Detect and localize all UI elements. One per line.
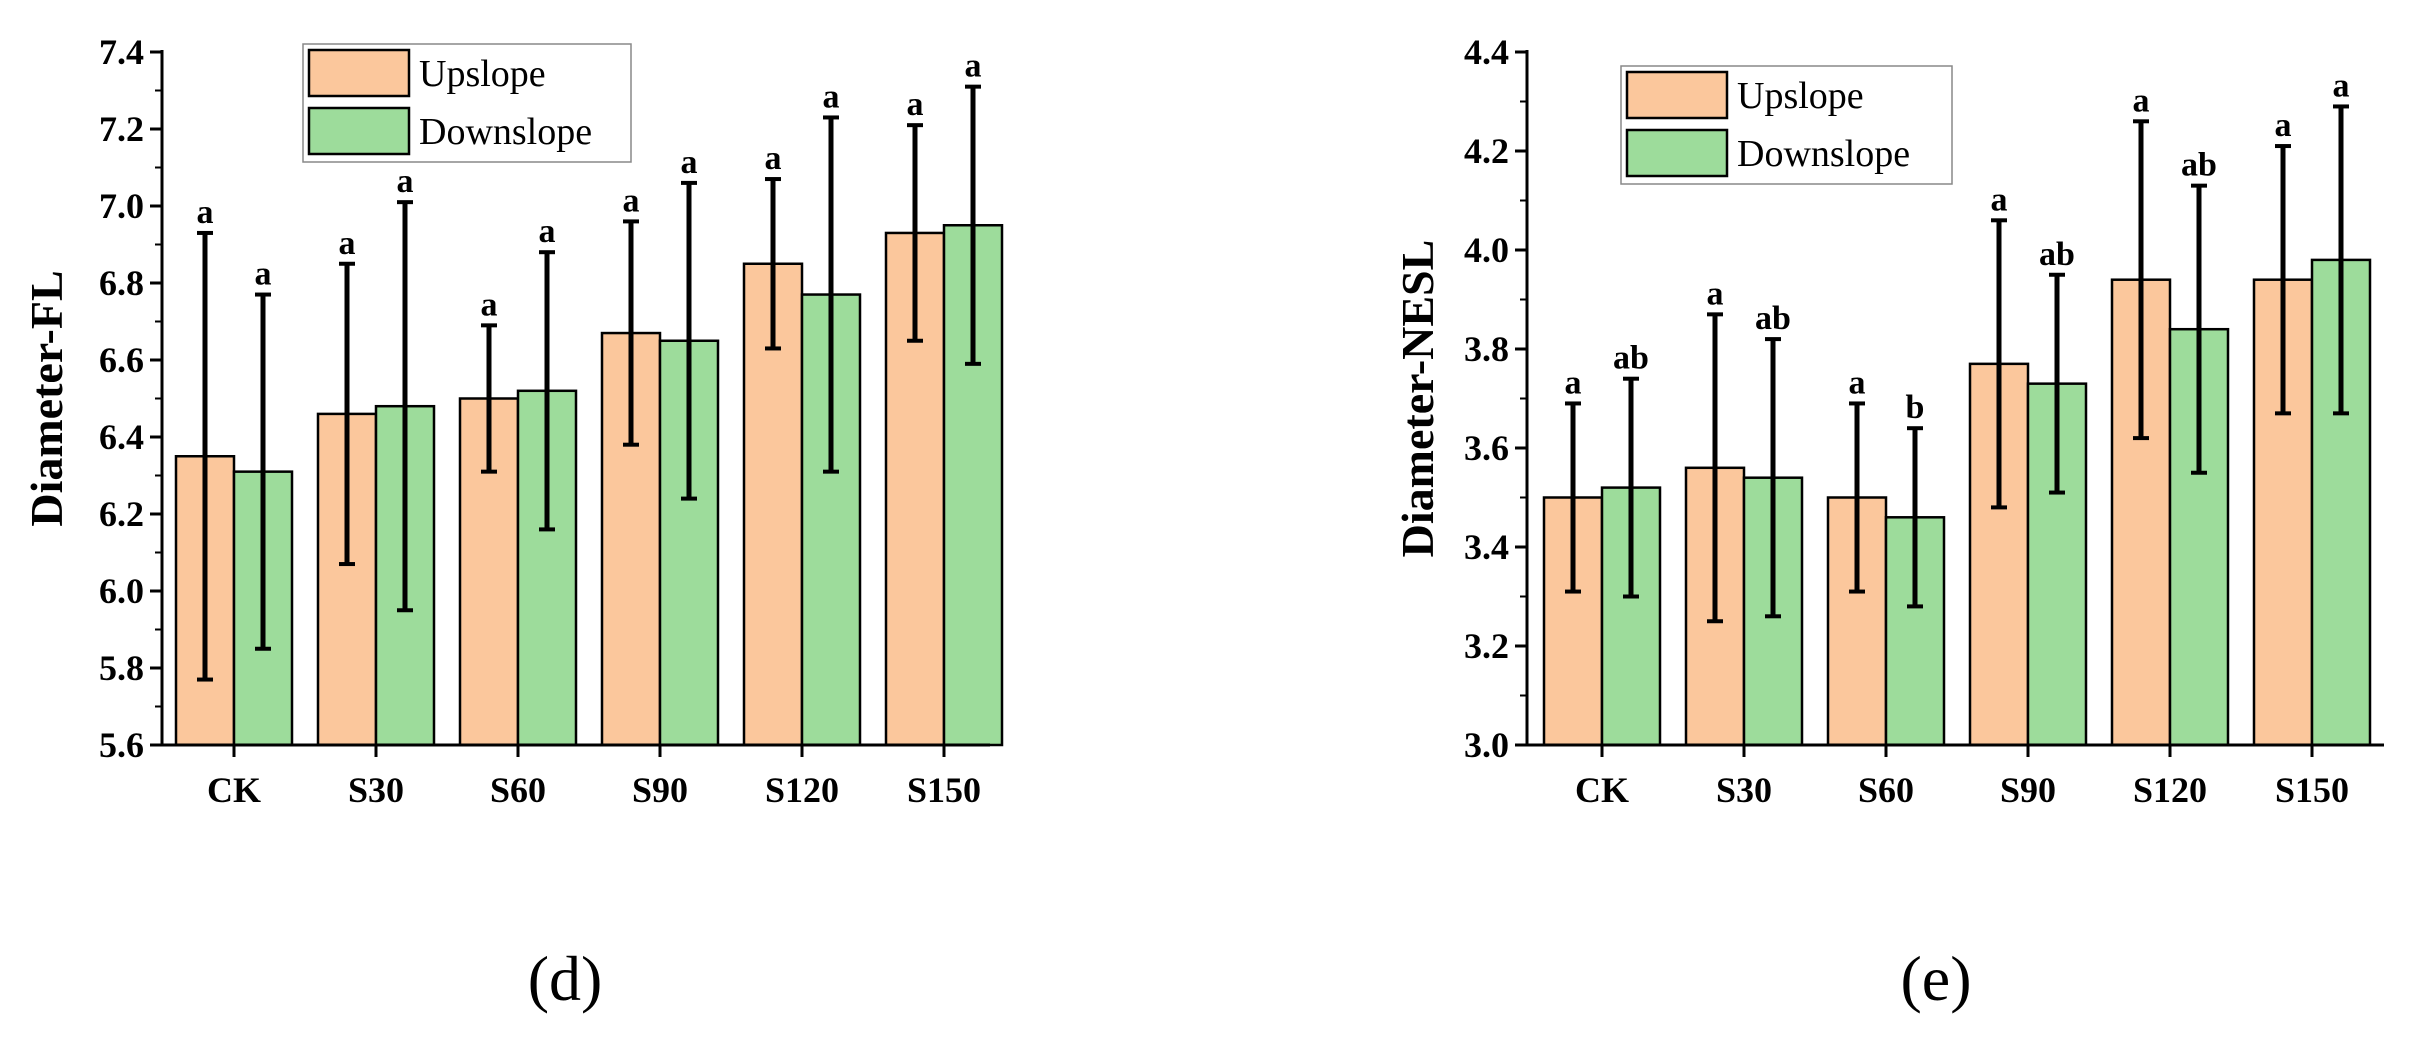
legend-swatch-upslope — [1625, 70, 1729, 120]
significance-letter: a — [1565, 364, 1582, 401]
y-tick-label: 3.6 — [1464, 428, 1509, 468]
y-tick-label: 3.0 — [1464, 725, 1509, 765]
significance-letter: a — [1849, 364, 1866, 401]
panel-e: aabCKaabS30abS60aabS90aabS120aaS1503.03.… — [1392, 32, 2384, 1014]
bar-downslope-s60 — [1884, 516, 1946, 747]
y-tick-label: 6.6 — [99, 340, 144, 380]
y-tick-label: 5.8 — [99, 648, 144, 688]
y-tick-label: 3.4 — [1464, 527, 1509, 567]
x-tick-label: S30 — [1716, 770, 1772, 810]
significance-letter: a — [623, 182, 640, 219]
significance-letter: a — [907, 86, 924, 123]
significance-letter: ab — [1755, 300, 1791, 337]
significance-letter: ab — [2039, 236, 2075, 273]
legend-label-upslope: Upslope — [419, 53, 546, 95]
y-axis-label: Diameter-NESL — [1392, 240, 1443, 558]
y-tick-label: 4.4 — [1464, 32, 1509, 72]
x-tick-label: S120 — [765, 770, 839, 810]
significance-letter: a — [681, 144, 698, 181]
legend-swatch-downslope — [1625, 128, 1729, 178]
significance-letter: a — [965, 48, 982, 85]
y-tick-label: 3.2 — [1464, 626, 1509, 666]
panel-label: (d) — [528, 943, 603, 1014]
significance-letter: ab — [2181, 147, 2217, 184]
significance-letter: ab — [1613, 340, 1649, 377]
legend-swatch-upslope — [307, 48, 411, 98]
significance-letter: a — [481, 286, 498, 323]
y-tick-label: 5.6 — [99, 725, 144, 765]
y-tick-label: 4.0 — [1464, 230, 1509, 270]
panel-d: a a CK a a S30 a a S60 a a S90 a a S120 a a S150 5.6 5.8 6.0… — [21, 32, 1004, 1014]
significance-letter: b — [1906, 389, 1925, 426]
significance-letter: a — [765, 140, 782, 177]
x-tick-label: S150 — [907, 770, 981, 810]
y-tick-label: 7.4 — [99, 32, 144, 72]
x-tick-label: CK — [1575, 770, 1629, 810]
x-tick-label: S90 — [632, 770, 688, 810]
significance-letter: a — [2333, 67, 2350, 104]
significance-letter: a — [339, 225, 356, 262]
legend-label-downslope: Downslope — [419, 111, 592, 153]
y-tick-label: 6.4 — [99, 417, 144, 457]
legend-swatch-downslope — [307, 106, 411, 156]
significance-letter: a — [539, 213, 556, 250]
significance-letter: a — [2133, 82, 2150, 119]
legend-label-upslope: Upslope — [1737, 75, 1864, 117]
x-tick-label: S150 — [2275, 770, 2349, 810]
legend-label-downslope: Downslope — [1737, 133, 1910, 175]
significance-letter: a — [1707, 275, 1724, 312]
x-tick-label: S60 — [490, 770, 546, 810]
significance-letter: a — [255, 256, 272, 293]
y-tick-label: 7.2 — [99, 109, 144, 149]
y-tick-label: 6.8 — [99, 263, 144, 303]
x-tick-label: S30 — [348, 770, 404, 810]
x-tick-label: S120 — [2133, 770, 2207, 810]
significance-letter: a — [1991, 181, 2008, 218]
significance-letter: a — [823, 78, 840, 115]
y-tick-label: 6.2 — [99, 494, 144, 534]
significance-letter: a — [2275, 107, 2292, 144]
y-tick-label: 6.0 — [99, 571, 144, 611]
x-tick-label: S90 — [2000, 770, 2056, 810]
y-tick-label: 4.2 — [1464, 131, 1509, 171]
significance-letter: a — [397, 163, 414, 200]
x-tick-label: S60 — [1858, 770, 1914, 810]
y-tick-label: 3.8 — [1464, 329, 1509, 369]
significance-letter: a — [197, 194, 214, 231]
y-tick-label: 7.0 — [99, 186, 144, 226]
y-axis-label: Diameter-FL — [21, 270, 72, 526]
panel-label: (e) — [1900, 943, 1971, 1014]
x-tick-label: CK — [207, 770, 261, 810]
